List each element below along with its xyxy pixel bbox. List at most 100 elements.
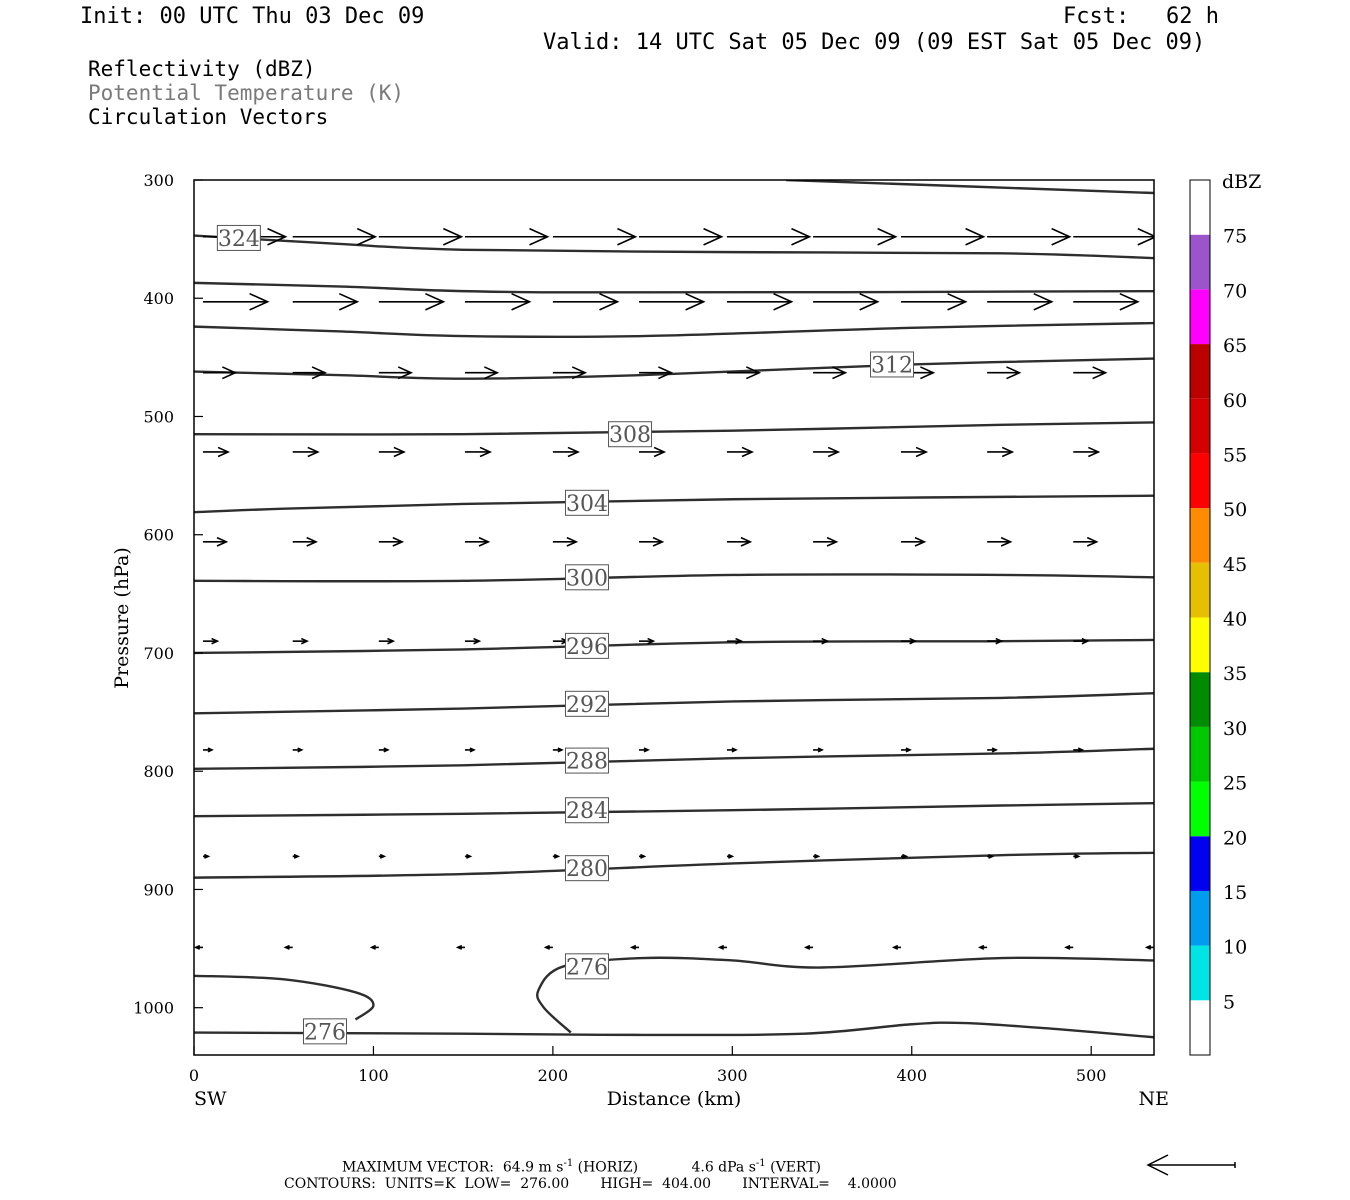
- circulation-vector-head: [1144, 944, 1152, 950]
- colorbar-segment: [1190, 1000, 1210, 1055]
- circulation-vector-head: [826, 536, 839, 547]
- circulation-vector-head: [369, 944, 376, 950]
- legend-circulation-vectors: Circulation Vectors: [88, 105, 329, 129]
- contour-label-box: [564, 564, 609, 591]
- circulation-vector-head: [803, 944, 811, 950]
- circulation-vector-head: [1033, 292, 1054, 311]
- theta-contour-line: [194, 494, 1154, 514]
- circulation-vector-head: [300, 637, 309, 645]
- circulation-vector-head: [791, 227, 812, 246]
- theta-contour-line: [194, 851, 1154, 879]
- max-vector-vert: 4.6 dPa s: [691, 1159, 756, 1176]
- circulation-vector-head: [478, 536, 491, 547]
- x-tick-label: 500: [1076, 1066, 1107, 1085]
- circulation-vector-head: [249, 292, 270, 311]
- circulation-vector-head: [617, 227, 638, 246]
- circulation-vector-head: [567, 446, 580, 458]
- contour-label: 280: [566, 857, 608, 882]
- circulation-vector-head: [511, 292, 532, 311]
- circulation-vector-head: [356, 227, 378, 246]
- circulation-vector-head: [204, 853, 211, 859]
- circulation-vector-head: [267, 227, 288, 246]
- circulation-vector-head: [1169, 447, 1179, 456]
- circulation-vector-head: [311, 366, 327, 380]
- theta-contour-line: [194, 974, 375, 1021]
- circulation-vector-head: [1077, 747, 1085, 753]
- circulation-vector-head: [832, 366, 848, 380]
- circulation-vector-head: [338, 292, 360, 311]
- circulation-vector-head: [479, 446, 493, 458]
- circulation-vector-head: [1088, 446, 1101, 458]
- circulation-vector-head: [529, 227, 550, 246]
- colorbar-tick-label: 50: [1223, 499, 1247, 521]
- circulation-vector-head: [643, 747, 650, 753]
- circulation-vector-head: [1064, 944, 1071, 950]
- circulation-vector-head: [703, 227, 724, 246]
- circulation-vector-head: [991, 747, 999, 753]
- circulation-vector-head: [947, 292, 968, 311]
- circulation-vector-head: [383, 747, 390, 753]
- y-tick-label: 800: [143, 762, 174, 781]
- circulation-vector-head: [1137, 227, 1154, 246]
- circulation-vector-head: [814, 853, 821, 859]
- colorbar-tick-label: 60: [1223, 390, 1247, 412]
- contour-label-box: [216, 224, 261, 251]
- theta-contour-line: [194, 234, 1154, 260]
- contour-label-box: [870, 351, 915, 378]
- circulation-vector-head: [658, 366, 674, 380]
- circulation-vector-head: [717, 944, 725, 950]
- circulation-vector-head: [773, 292, 794, 311]
- circulation-vector-head: [207, 747, 214, 753]
- circulation-vector-head: [297, 747, 304, 753]
- circulation-vector-head: [891, 944, 899, 950]
- contour-label: 288: [566, 750, 608, 775]
- circulation-vector-head: [455, 944, 463, 950]
- circulation-vector-head: [379, 853, 387, 859]
- colorbar-tick-label: 75: [1223, 226, 1247, 248]
- max-vector-label: MAXIMUM VECTOR:: [342, 1159, 494, 1176]
- contour-label-box: [608, 421, 653, 448]
- circulation-vector-head: [194, 944, 201, 950]
- contour-label: 276: [566, 955, 608, 980]
- circulation-vector-head: [740, 536, 753, 547]
- contours-info: CONTOURS: UNITS=K LOW= 276.00 HIGH= 404.…: [284, 1176, 897, 1192]
- contour-label: 312: [871, 353, 913, 378]
- y-tick-label: 1000: [133, 999, 174, 1018]
- circulation-vector-head: [1001, 446, 1015, 458]
- circulation-vector-head: [741, 446, 755, 458]
- legend-potential-temperature: Potential Temperature (K): [88, 81, 405, 105]
- legend-reflectivity: Reflectivity (dBZ): [88, 57, 316, 81]
- colorbar-segment: [1190, 890, 1210, 946]
- circulation-vector-head: [543, 944, 551, 950]
- circulation-vector-head: [914, 536, 927, 547]
- circulation-vector-head: [1006, 366, 1022, 380]
- colorbar-segment: [1190, 945, 1210, 1001]
- circulation-vector-head: [735, 637, 744, 645]
- colorbar-segment: [1190, 180, 1210, 235]
- circulation-vector-head: [473, 637, 482, 645]
- theta-contour-line: [194, 638, 1154, 655]
- colorbar-segment: [1190, 508, 1210, 563]
- init-time: Init: 00 UTC Thu 03 Dec 09: [80, 4, 425, 29]
- max-vector-vert-tag: (VERT): [770, 1159, 822, 1176]
- contour-label-box: [564, 953, 609, 980]
- y-tick-label: 900: [143, 880, 174, 899]
- circulation-vector-head: [387, 637, 396, 645]
- colorbar-segment: [1190, 289, 1210, 345]
- x-tick-label: 200: [538, 1066, 569, 1085]
- circulation-vector-head: [466, 853, 473, 859]
- contour-label-box: [564, 489, 609, 516]
- colorbar-frame: [1189, 179, 1211, 1056]
- circulation-vector-head: [1173, 367, 1186, 379]
- circulation-vector-head: [557, 747, 564, 753]
- colorbar-tick-label: 35: [1223, 663, 1247, 685]
- colorbar-segment: [1190, 781, 1210, 837]
- contour-label: 296: [566, 635, 608, 660]
- colorbar-tick-label: 45: [1223, 554, 1247, 576]
- circulation-vector-head: [988, 853, 995, 859]
- circulation-vector-head: [1086, 536, 1099, 547]
- theta-contour-line: [194, 421, 1154, 436]
- circulation-vector-head: [965, 227, 986, 246]
- circulation-vector-head: [1119, 292, 1140, 311]
- circulation-vector-head: [566, 536, 579, 547]
